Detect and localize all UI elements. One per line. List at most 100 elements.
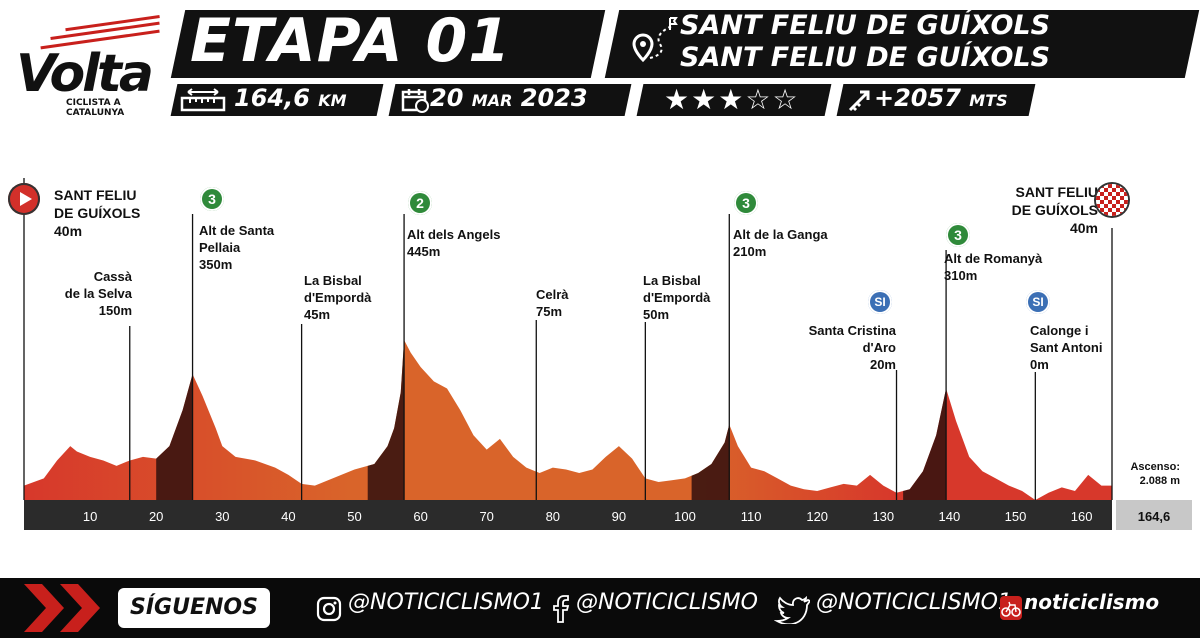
twitter-handle[interactable]: @NOTICICLISMO1 [816,590,1012,615]
star-empty-icon: ☆ [772,83,798,116]
point-altitude: 210m [733,244,767,259]
point-label: La Bisbal d'Empordà 50m [643,272,753,323]
sprint-badge-icon: SI [868,290,892,314]
point-altitude: 445m [407,244,441,259]
logo-subtitle: CICLISTA A CATALUNYA [66,98,125,118]
distance-unit: KM [318,91,347,110]
facebook-icon [553,595,570,623]
point-altitude: 150m [98,303,132,318]
x-tick-label: 90 [612,509,626,524]
point-label: La Bisbal d'Empordà 45m [304,272,414,323]
point-altitude: 75m [536,304,563,319]
distance-value: 164,6 [234,84,310,112]
point-name: Calonge i Sant Antoni [1030,323,1103,355]
x-tick-label: 110 [741,509,762,524]
elevation-unit: MTS [969,91,1008,110]
star-empty-icon: ☆ [745,83,771,116]
climb-arrow-icon [848,90,870,112]
x-tick-label: 70 [479,509,493,524]
x-tick-label: 40 [281,509,295,524]
x-tick-label: 80 [546,509,560,524]
climb-section [367,340,405,500]
star-filled-icon: ★ [718,83,744,116]
ascent-label: Ascenso: [1130,461,1180,473]
twitter-icon [774,596,810,624]
elevation-profile-area [24,340,1112,500]
x-tick-label: 160 [1071,509,1093,524]
date-stat: 20 MAR 2023 [430,84,588,116]
point-name: Celrà [536,287,569,302]
brand-bike-icon [1000,596,1022,620]
logo-wordmark: Volta [16,44,154,104]
route-start: SANT FELIU DE GUÍXOLS [680,10,1051,41]
x-tick-label: 50 [347,509,361,524]
climb-section [903,388,947,500]
x-tick-label: 140 [939,509,961,524]
point-name: La Bisbal d'Empordà [304,273,372,305]
point-altitude: 20m [869,357,896,372]
point-name: Cassà de la Selva [64,269,132,301]
point-name: SANT FELIU DE GUÍXOLS [54,187,141,221]
stage-title: ETAPA 01 [190,6,511,76]
point-altitude: 50m [643,307,670,322]
point-name: La Bisbal d'Empordà [643,273,711,305]
follow-button[interactable]: SÍGUENOS [118,588,270,628]
x-tick-label: 130 [872,509,894,524]
elevation-stat: +2057 MTS [874,84,1008,116]
climb-category-badge-icon: 3 [200,187,224,211]
sprint-badge-icon: SI [1026,290,1050,314]
point-altitude: 45m [304,307,331,322]
x-tick-label: 30 [215,509,229,524]
x-tick-label: 150 [1005,509,1027,524]
ascent-value: 2.088 m [1140,475,1181,487]
distance-stat: 164,6 KM [234,84,347,116]
climb-section [156,374,193,500]
route-finish: SANT FELIU DE GUÍXOLS [680,42,1051,73]
facebook-handle[interactable]: @NOTICICLISMO [576,590,758,615]
play-arrow-icon [20,192,32,206]
point-label: SANT FELIU DE GUÍXOLS 40m [54,186,184,240]
total-distance-box [1116,500,1192,530]
brand-name: noticiclismo [1024,590,1160,614]
point-label: Alt de Santa Pellaia 350m [199,222,309,273]
point-label: Calonge i Sant Antoni 0m [1030,322,1140,373]
point-altitude: 350m [199,257,233,272]
date-year: 2023 [520,84,588,112]
point-name: Alt de Romanyà [944,251,1043,266]
x-tick-label: 100 [674,509,696,524]
point-label: Cassà de la Selva 150m [50,268,132,319]
distance-axis [24,500,1112,530]
point-label: Santa Cristina d'Aro 20m [760,322,896,373]
point-altitude: 310m [944,268,978,283]
x-tick-label: 120 [806,509,828,524]
race-logo: Volta CICLISTA A CATALUNYA [10,14,170,118]
x-tick-label: 20 [149,509,163,524]
instagram-handle[interactable]: @NOTICICLISMO1 [348,590,544,615]
chevrons-icon [24,584,100,632]
total-distance-label: 164,6 [1138,509,1171,524]
climb-category-badge-icon: 2 [408,191,432,215]
distance-ruler-icon [180,88,226,112]
point-label: SANT FELIU DE GUÍXOLS 40m [976,183,1098,237]
x-tick-label: 60 [413,509,427,524]
point-name: Alt dels Angels [407,227,501,242]
date-month: MAR [471,91,513,110]
route-pin-icon [632,17,678,63]
point-name: Alt de la Ganga [733,227,828,242]
climb-section [691,424,730,500]
point-name: Alt de Santa Pellaia [199,223,275,255]
point-altitude: 40m [1069,220,1098,236]
point-altitude: 40m [54,223,83,239]
climb-category-badge-icon: 3 [734,191,758,215]
stage-profile-chart: 10 20 30 40 50 60 70 80 90 100 110 120 130 140 150 160 1… [23,178,1192,530]
calendar-icon [401,89,429,113]
point-label: Alt de la Ganga 210m [733,226,863,260]
logo-stripes-icon [40,15,160,50]
star-filled-icon: ★ [664,83,690,116]
elevation-value: +2057 [874,84,961,112]
difficulty-stars: ★★★☆☆ [664,86,800,114]
point-label: Celrà 75m [536,286,616,320]
star-filled-icon: ★ [691,83,717,116]
point-label: Alt de Romanyà 310m [944,250,1084,284]
finish-marker-icon [1096,184,1128,216]
